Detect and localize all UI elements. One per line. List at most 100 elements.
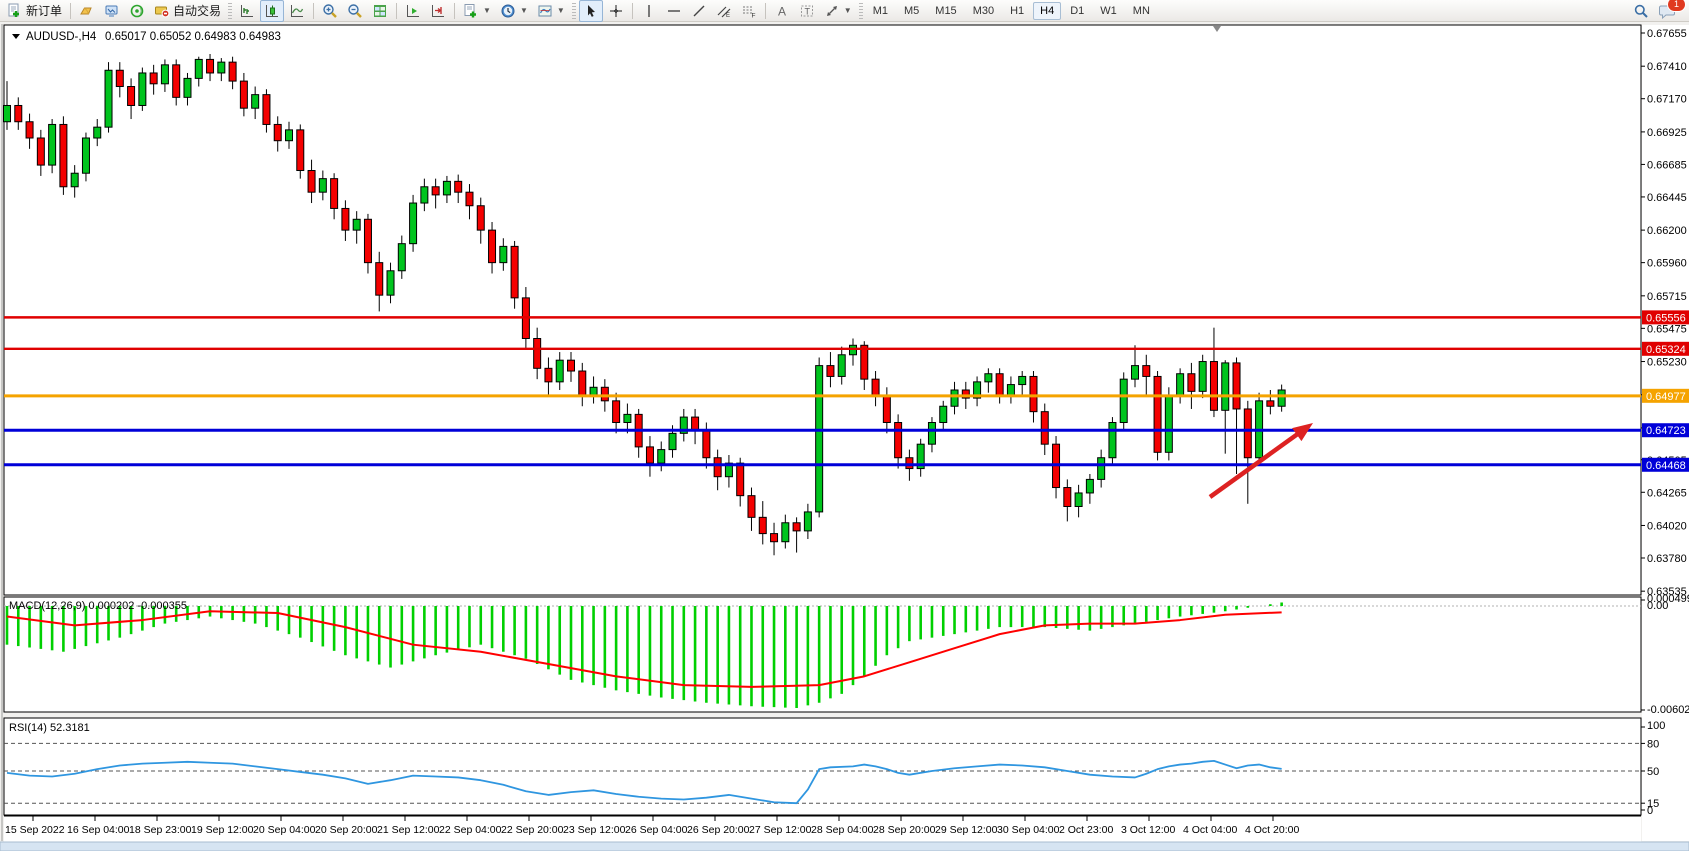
svg-text:50: 50 bbox=[1647, 766, 1659, 778]
svg-text:0.66200: 0.66200 bbox=[1647, 225, 1687, 237]
timeframe-group: M1 M5 M15 M30 H1 H4 D1 W1 MN bbox=[866, 1, 1157, 20]
svg-text:0.67410: 0.67410 bbox=[1647, 61, 1687, 73]
tab-timeframe-M30[interactable]: M30 bbox=[972, 4, 995, 17]
svg-text:21 Sep 12:00: 21 Sep 12:00 bbox=[377, 824, 440, 836]
text-icon: A bbox=[778, 4, 786, 18]
svg-text:0.64265: 0.64265 bbox=[1647, 487, 1687, 499]
svg-text:0.64020: 0.64020 bbox=[1647, 520, 1687, 532]
bar-chart-button[interactable] bbox=[235, 0, 259, 22]
channel-button[interactable]: E bbox=[712, 0, 736, 22]
periods-button[interactable]: ▼ bbox=[496, 0, 532, 22]
chart-shift-button[interactable] bbox=[426, 0, 450, 22]
svg-text:0.00: 0.00 bbox=[1647, 600, 1668, 612]
svg-text:20 Sep 04:00: 20 Sep 04:00 bbox=[253, 824, 316, 836]
tab-timeframe-H4[interactable]: H4 bbox=[1033, 1, 1062, 20]
arrows-icon bbox=[826, 5, 837, 16]
tile-windows-icon bbox=[374, 4, 387, 17]
macd-signal-line bbox=[6, 610, 1282, 688]
tab-timeframe-M5[interactable]: M5 bbox=[904, 4, 920, 17]
trend-arrow-annotation[interactable] bbox=[1208, 423, 1313, 499]
tab-timeframe-D1[interactable]: D1 bbox=[1070, 4, 1085, 17]
zoom-in-icon bbox=[323, 3, 337, 18]
text-button[interactable]: A bbox=[770, 0, 794, 22]
chat-button[interactable]: 1 bbox=[1654, 0, 1686, 22]
templates-button[interactable]: ▼ bbox=[533, 0, 569, 22]
tab-timeframe-H1[interactable]: H1 bbox=[1010, 4, 1025, 17]
line-chart-button[interactable] bbox=[285, 0, 309, 22]
periods-icon bbox=[501, 4, 515, 17]
new-order-icon bbox=[8, 3, 19, 17]
chart-title: AUDUSD-,H4 0.65017 0.65052 0.64983 0.6498… bbox=[12, 31, 281, 43]
cursor-button[interactable] bbox=[578, 0, 603, 22]
separator bbox=[70, 2, 72, 19]
svg-text:23 Sep 12:00: 23 Sep 12:00 bbox=[563, 824, 626, 836]
arrows-button[interactable]: ▼ bbox=[820, 0, 856, 22]
dropdown-caret: ▼ bbox=[519, 6, 528, 15]
main-toolbar: 新订单 自动交易 bbox=[0, 0, 1689, 22]
tab-timeframe-M15[interactable]: M15 bbox=[935, 4, 957, 17]
dropdown-caret: ▼ bbox=[556, 6, 565, 15]
auto-scroll-icon bbox=[407, 4, 420, 17]
notification-badge: 1 bbox=[1667, 0, 1686, 12]
gold-button[interactable] bbox=[75, 0, 99, 22]
svg-text:0.67655: 0.67655 bbox=[1647, 28, 1687, 40]
svg-text:T: T bbox=[804, 6, 810, 16]
dropdown-caret: ▼ bbox=[843, 6, 852, 15]
trendline-icon bbox=[693, 5, 705, 16]
crosshair-button[interactable] bbox=[604, 0, 628, 22]
svg-text:4 Oct 20:00: 4 Oct 20:00 bbox=[1245, 824, 1299, 836]
svg-text:0.66685: 0.66685 bbox=[1647, 159, 1687, 171]
svg-text:0.64468: 0.64468 bbox=[1646, 460, 1686, 472]
svg-text:E: E bbox=[726, 13, 730, 19]
trendline-button[interactable] bbox=[687, 0, 711, 22]
cursor-icon bbox=[587, 4, 595, 17]
tab-timeframe-W1[interactable]: W1 bbox=[1100, 4, 1117, 17]
svg-text:28 Sep 04:00: 28 Sep 04:00 bbox=[811, 824, 874, 836]
svg-text:MACD(12,26,9) 0.000202 -0.0003: MACD(12,26,9) 0.000202 -0.000355 bbox=[9, 600, 187, 612]
zoom-in-button[interactable] bbox=[318, 0, 342, 22]
search-button[interactable] bbox=[1629, 0, 1653, 22]
separator bbox=[764, 2, 766, 19]
text-label-icon: T bbox=[800, 5, 813, 16]
fibonacci-button[interactable]: F bbox=[737, 0, 761, 22]
auto-scroll-button[interactable] bbox=[401, 0, 425, 22]
separator bbox=[396, 2, 398, 19]
svg-text:0: 0 bbox=[1647, 805, 1653, 817]
rsi-indicator: RSI(14) 52.3181 100 80 50 150 bbox=[4, 720, 1665, 817]
horizontal-levels[interactable]: 0.65556 0.65324 0.64977 0.64723 0.64468 bbox=[4, 310, 1689, 472]
macd-panel bbox=[3, 596, 1642, 713]
indicators-button[interactable]: ▼ bbox=[459, 0, 495, 22]
toolbar-grip bbox=[228, 2, 233, 19]
svg-text:18 Sep 23:00: 18 Sep 23:00 bbox=[129, 824, 192, 836]
autotrading-icon bbox=[155, 6, 170, 17]
horizontal-line-button[interactable] bbox=[662, 0, 686, 22]
vertical-line-button[interactable] bbox=[637, 0, 661, 22]
macd-indicator: MACD(12,26,9) 0.000202 -0.000355 0.000499… bbox=[4, 593, 1689, 716]
text-label-button[interactable]: T bbox=[795, 0, 819, 22]
svg-text:A: A bbox=[778, 4, 786, 18]
price-level-badge bbox=[1642, 457, 1689, 472]
price-level-badge bbox=[1642, 423, 1689, 438]
svg-text:0.65556: 0.65556 bbox=[1646, 312, 1686, 324]
status-strip bbox=[0, 841, 1689, 851]
svg-text:0.64977: 0.64977 bbox=[1646, 391, 1686, 403]
svg-text:0.66925: 0.66925 bbox=[1647, 127, 1687, 139]
svg-text:0.63780: 0.63780 bbox=[1647, 553, 1687, 565]
new-order-button[interactable]: 新订单 bbox=[3, 0, 66, 22]
tab-timeframe-M1[interactable]: M1 bbox=[872, 4, 888, 17]
tab-timeframe-MN[interactable]: MN bbox=[1132, 4, 1150, 17]
candlestick-button[interactable] bbox=[260, 0, 285, 22]
tile-windows-button[interactable] bbox=[368, 0, 392, 22]
terminal-button[interactable] bbox=[100, 0, 124, 22]
autotrading-button[interactable]: 自动交易 bbox=[150, 0, 225, 22]
svg-text:0.64723: 0.64723 bbox=[1646, 425, 1686, 437]
zoom-out-button[interactable] bbox=[343, 0, 367, 22]
toolbar-grip bbox=[858, 2, 863, 19]
fibonacci-icon: F bbox=[742, 6, 755, 19]
signals-button[interactable] bbox=[125, 0, 149, 22]
signals-icon bbox=[130, 4, 144, 17]
svg-text:0.65960: 0.65960 bbox=[1647, 258, 1687, 270]
bar-chart-icon bbox=[241, 4, 254, 17]
svg-text:2 Oct 23:00: 2 Oct 23:00 bbox=[1059, 824, 1113, 836]
